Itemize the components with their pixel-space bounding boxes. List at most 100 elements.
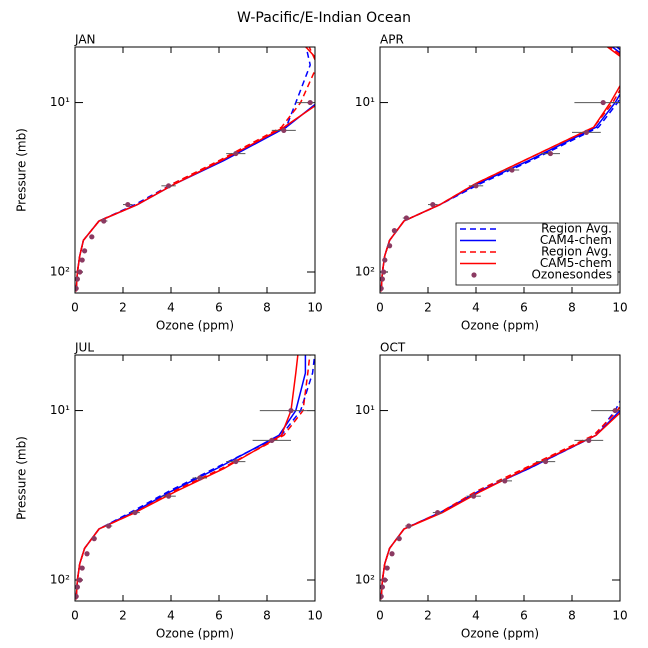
x-tick-label: 10 xyxy=(307,301,322,315)
sonde-point xyxy=(391,228,397,234)
plot xyxy=(380,47,620,292)
panel: OCT Ozone (ppm) 0 2 4 6 8 10 10¹ 10² xyxy=(355,341,628,641)
x-tick-label: 6 xyxy=(215,609,223,623)
sonde-point xyxy=(82,248,88,254)
sonde-point xyxy=(307,99,313,106)
panel-title: JUL xyxy=(74,341,94,355)
model-line xyxy=(380,404,620,600)
y-tick-label: 10¹ xyxy=(50,403,70,417)
model-line xyxy=(75,355,299,600)
sonde-point xyxy=(547,150,554,157)
sonde-point xyxy=(471,493,477,499)
sonde-point xyxy=(583,129,590,136)
model-line xyxy=(75,47,315,292)
sonde-point xyxy=(101,218,107,224)
x-tick-label: 2 xyxy=(424,301,432,315)
x-axis-label: Ozone (ppm) xyxy=(461,319,539,333)
panel-title: APR xyxy=(380,33,404,47)
sonde-point xyxy=(233,458,239,465)
y-tick-label: 10² xyxy=(355,573,375,587)
sonde-point xyxy=(132,509,138,516)
model-line xyxy=(75,355,311,600)
x-tick-label: 4 xyxy=(167,301,175,315)
legend-label: CAM4-chem xyxy=(540,233,612,247)
sonde-point xyxy=(84,551,90,557)
x-tick-label: 10 xyxy=(307,609,322,623)
x-tick-label: 0 xyxy=(376,609,384,623)
x-axis-label: Ozone (ppm) xyxy=(461,627,539,641)
y-tick-label: 10¹ xyxy=(50,95,70,109)
sonde-point xyxy=(89,234,95,240)
model-line xyxy=(75,47,311,292)
sonde-point xyxy=(233,150,239,157)
x-tick-label: 0 xyxy=(71,609,79,623)
x-tick-label: 0 xyxy=(71,301,79,315)
chart-title: W-Pacific/E-Indian Ocean xyxy=(237,10,411,26)
sonde-point xyxy=(406,523,412,529)
sonde-point xyxy=(586,437,592,444)
sonde-point xyxy=(125,201,131,208)
frame xyxy=(379,46,621,294)
model-line xyxy=(75,355,315,600)
frame xyxy=(379,354,621,602)
plot xyxy=(380,399,620,600)
panel-title: OCT xyxy=(380,341,406,355)
sonde-point xyxy=(612,407,618,414)
x-tick-label: 8 xyxy=(263,301,271,315)
x-axis-label: Ozone (ppm) xyxy=(156,627,234,641)
sonde-point xyxy=(197,475,203,481)
sonde-point xyxy=(91,536,97,542)
sonde-point xyxy=(473,183,479,189)
x-tick-label: 4 xyxy=(472,301,480,315)
sonde-point xyxy=(430,201,436,208)
sonde-point xyxy=(380,593,384,600)
x-tick-label: 8 xyxy=(568,301,576,315)
x-tick-label: 2 xyxy=(119,301,127,315)
sonde-point xyxy=(288,407,294,414)
x-tick-label: 6 xyxy=(215,301,223,315)
sonde-point xyxy=(502,478,508,484)
sonde-point xyxy=(75,285,79,292)
x-tick-label: 4 xyxy=(472,609,480,623)
sonde-point xyxy=(381,269,387,275)
frame xyxy=(74,46,316,294)
x-tick-label: 10 xyxy=(612,301,627,315)
y-tick-label: 10² xyxy=(50,573,70,587)
panel-title: JAN xyxy=(74,33,96,47)
sonde-point xyxy=(382,257,388,263)
sonde-point xyxy=(77,269,83,275)
x-tick-label: 8 xyxy=(263,609,271,623)
sonde-point xyxy=(387,243,393,249)
sonde-point xyxy=(380,276,385,282)
model-line xyxy=(380,411,620,600)
sonde-point xyxy=(380,584,385,590)
frame xyxy=(74,354,316,602)
sonde-point xyxy=(380,285,384,292)
x-tick-label: 8 xyxy=(568,609,576,623)
plot xyxy=(75,355,315,600)
y-tick-label: 10¹ xyxy=(355,403,375,417)
sonde-point xyxy=(77,577,83,583)
x-tick-label: 2 xyxy=(119,609,127,623)
legend-label: Region Avg. xyxy=(541,222,612,236)
y-axis-label: Pressure (mb) xyxy=(15,436,29,520)
x-axis-label: Ozone (ppm) xyxy=(156,319,234,333)
legend-box xyxy=(455,222,619,286)
sonde-point xyxy=(269,437,275,444)
sonde-point xyxy=(79,565,85,571)
sonde-point xyxy=(75,593,79,600)
y-tick-label: 10¹ xyxy=(355,95,375,109)
sonde-point xyxy=(75,276,80,282)
x-tick-label: 10 xyxy=(612,609,627,623)
x-tick-label: 0 xyxy=(376,301,384,315)
x-tick-label: 2 xyxy=(424,609,432,623)
legend-label: CAM5-chem xyxy=(540,256,612,270)
plot xyxy=(75,47,315,292)
legend-marker xyxy=(471,272,477,278)
y-tick-label: 10² xyxy=(50,265,70,279)
sonde-point xyxy=(509,167,515,173)
panel: JUL Ozone (ppm) Pressure (mb) 0 2 4 6 8 10 10¹ 10² xyxy=(15,341,323,641)
